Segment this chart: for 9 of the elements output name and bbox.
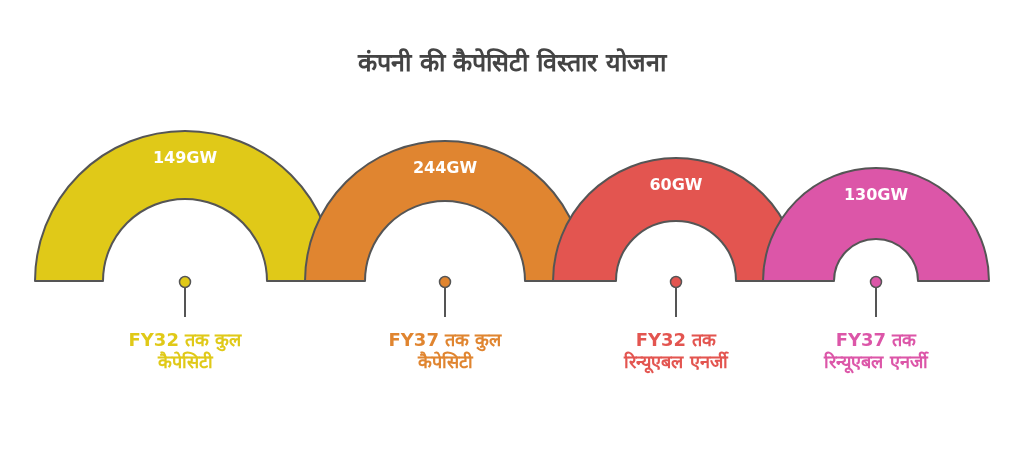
category-label: FY32 तक रिन्यूएबल एनर्जी — [622, 329, 730, 373]
category-label: FY37 तक कुल कैपेसिटी — [387, 329, 503, 373]
data-label: 149GW — [152, 148, 218, 167]
text: कंपनी की कैपेसिटी विस्तार योजना — [356, 47, 669, 78]
category-label: FY32 तक कुल कैपेसिटी — [127, 329, 243, 373]
category-label: FY37 तक रिन्यूएबल एनर्जी — [822, 329, 930, 373]
data-label: 244GW — [412, 158, 478, 177]
data-label: 130GW — [843, 185, 909, 204]
data-label: 60GW — [649, 175, 703, 194]
